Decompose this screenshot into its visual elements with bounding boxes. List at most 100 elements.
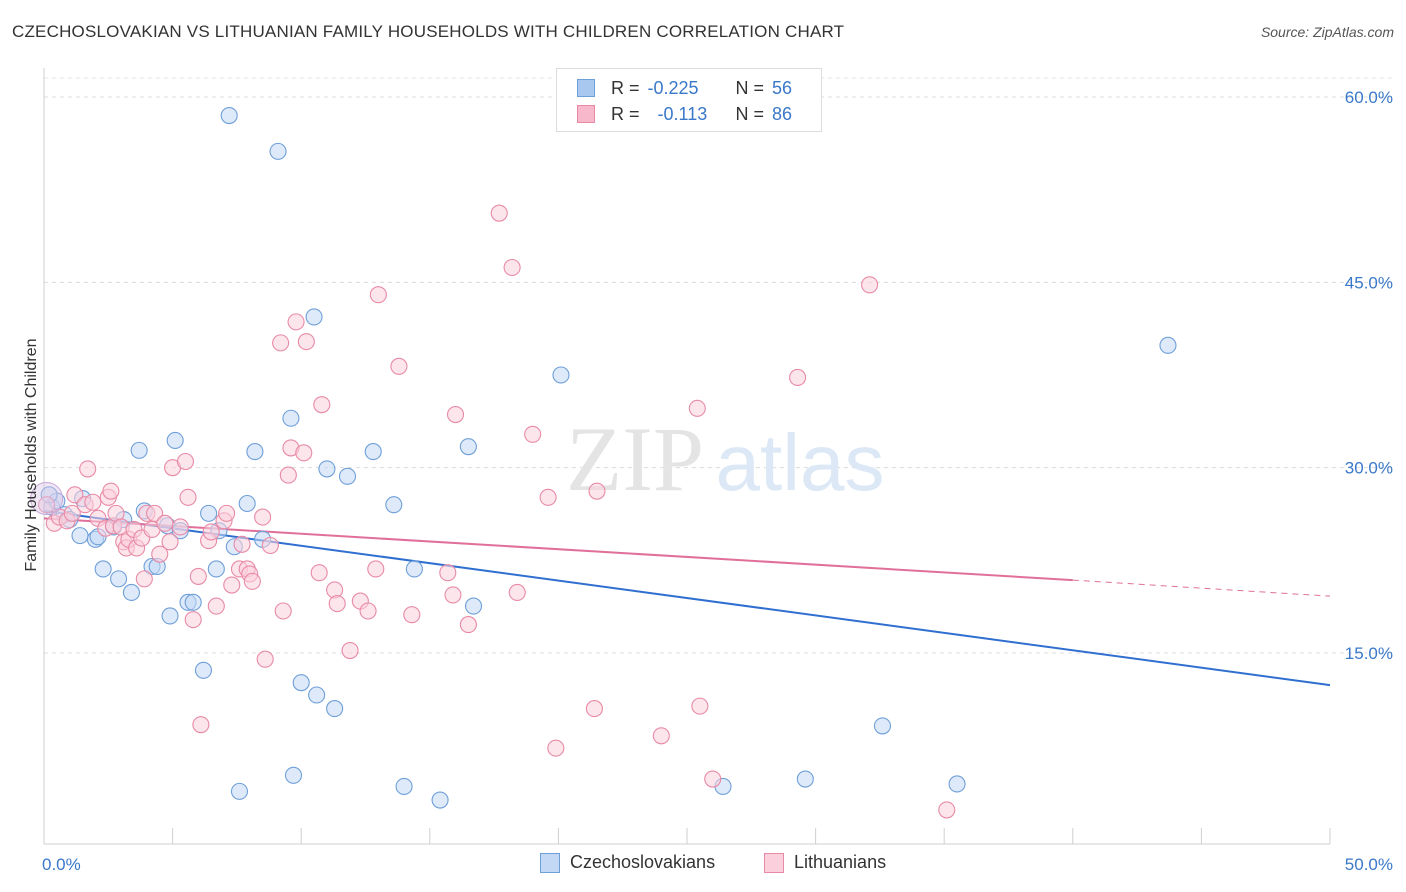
- data-point: [588, 482, 606, 500]
- data-point: [385, 496, 403, 514]
- data-point: [130, 441, 148, 459]
- series-legend: Czechoslovakians Lithuanians: [0, 852, 1406, 876]
- data-point: [369, 286, 387, 304]
- legend-label: Czechoslovakians: [570, 852, 716, 872]
- data-point: [71, 527, 89, 545]
- data-point: [94, 560, 112, 578]
- trend-lines: [43, 509, 1331, 687]
- data-point: [223, 576, 241, 594]
- data-point: [269, 142, 287, 160]
- data-point: [524, 425, 542, 443]
- legend-item-lithuanians[interactable]: Lithuanians: [764, 852, 886, 873]
- legend-n-value: 56: [772, 77, 793, 98]
- data-point: [220, 106, 238, 125]
- data-point: [233, 535, 251, 553]
- legend-r-value: -0.113: [657, 103, 708, 124]
- correlation-legend: R = -0.225 N = 56 R = -0.113 N = 86: [556, 68, 822, 132]
- data-point: [405, 560, 423, 578]
- data-point: [490, 204, 508, 222]
- data-point: [341, 641, 359, 660]
- data-point: [459, 616, 477, 634]
- legend-swatch-czechoslovakians: [540, 852, 560, 873]
- x-tick-label: 0.0%: [42, 855, 81, 874]
- data-point: [948, 775, 966, 793]
- legend-r-label: R =: [611, 77, 640, 98]
- data-point: [390, 357, 408, 375]
- data-point: [243, 572, 261, 590]
- y-tick-label: 45.0%: [1345, 273, 1393, 292]
- data-point: [938, 801, 956, 819]
- data-point: [789, 368, 807, 387]
- data-point: [547, 739, 565, 757]
- data-point: [310, 564, 328, 582]
- data-point: [652, 727, 670, 745]
- data-point: [194, 661, 213, 679]
- legend-item-czechoslovakians[interactable]: Czechoslovakians: [540, 852, 715, 873]
- data-point: [431, 791, 449, 809]
- data-point: [110, 570, 128, 588]
- x-tick-label: 50.0%: [1345, 855, 1393, 874]
- data-point: [238, 494, 256, 513]
- y-axis-label: Family Households with Children: [23, 339, 40, 572]
- data-point: [161, 607, 179, 625]
- data-point: [176, 452, 195, 471]
- data-point: [313, 396, 331, 414]
- legend-swatch-blue: [577, 79, 595, 97]
- data-point: [179, 488, 197, 506]
- data-point: [161, 533, 179, 551]
- data-point: [151, 545, 169, 563]
- data-points: [30, 106, 1177, 819]
- axes: [43, 68, 1331, 845]
- legend-label: Lithuanians: [794, 852, 887, 872]
- data-point: [284, 766, 303, 784]
- data-point: [261, 536, 279, 555]
- data-point: [254, 508, 272, 526]
- data-point: [171, 518, 189, 536]
- data-point: [156, 514, 174, 532]
- data-point: [292, 674, 310, 692]
- source-label: Source: ZipAtlas.com: [1260, 24, 1394, 40]
- data-point: [364, 443, 382, 461]
- legend-r-label: R =: [611, 103, 640, 124]
- data-point: [459, 438, 477, 456]
- data-point: [359, 602, 377, 620]
- watermark-zip: ZIP: [566, 408, 704, 510]
- data-point: [102, 482, 120, 500]
- data-point: [439, 564, 457, 582]
- data-point: [207, 597, 225, 615]
- data-point: [444, 586, 462, 604]
- data-point: [166, 431, 184, 450]
- data-point: [274, 602, 292, 620]
- data-point: [704, 770, 722, 788]
- watermark-atlas: atlas: [716, 418, 885, 507]
- legend-n-label: N =: [735, 77, 765, 98]
- legend-n-value: 86: [772, 103, 793, 124]
- data-point: [200, 504, 218, 522]
- y-tick-label: 30.0%: [1345, 459, 1393, 478]
- legend-row-lithuanians: R = -0.113 N = 86: [577, 103, 792, 125]
- data-point: [539, 488, 557, 506]
- data-point: [202, 523, 220, 541]
- trend-line: [43, 509, 1331, 687]
- trend-line-extension: [1072, 579, 1331, 597]
- data-point: [318, 460, 336, 478]
- chart-title: CZECHOSLOVAKIAN VS LITHUANIAN FAMILY HOU…: [12, 22, 845, 41]
- legend-swatch-pink: [577, 105, 595, 123]
- legend-r-value: -0.225: [647, 77, 699, 98]
- data-point: [308, 686, 326, 704]
- data-point: [246, 443, 264, 461]
- data-point: [287, 313, 305, 331]
- data-point: [691, 697, 709, 715]
- data-point: [256, 650, 274, 668]
- data-point: [66, 486, 84, 504]
- data-point: [272, 334, 290, 352]
- data-point: [552, 366, 570, 384]
- data-point: [326, 700, 344, 718]
- y-tick-label: 60.0%: [1345, 88, 1393, 107]
- data-point: [585, 700, 603, 718]
- data-point: [403, 606, 421, 624]
- data-point: [63, 504, 81, 522]
- data-point: [297, 333, 315, 351]
- data-point: [338, 467, 357, 485]
